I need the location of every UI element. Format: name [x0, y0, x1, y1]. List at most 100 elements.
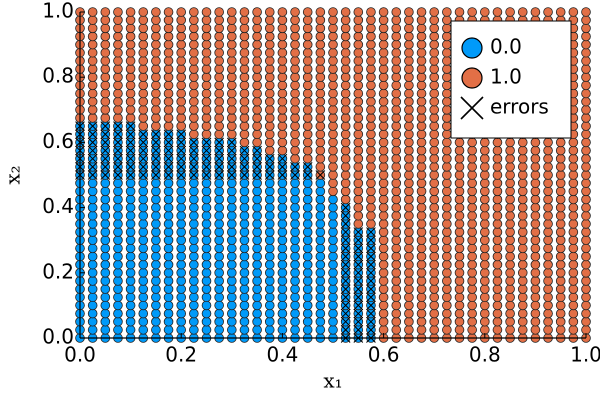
point [391, 259, 402, 270]
point [581, 145, 591, 156]
error-marker [201, 170, 212, 180]
point [404, 23, 414, 34]
point [416, 308, 427, 319]
point [391, 267, 402, 278]
point [416, 39, 427, 50]
point [442, 227, 452, 237]
error-marker [340, 284, 351, 294]
point [581, 129, 591, 140]
error-marker [340, 276, 351, 286]
point [87, 235, 98, 246]
point [201, 15, 212, 25]
point [201, 47, 212, 58]
point [100, 227, 111, 237]
point [138, 276, 149, 286]
point [517, 292, 528, 303]
point [366, 64, 376, 74]
point [125, 72, 136, 82]
point [366, 186, 376, 197]
point [189, 210, 199, 221]
point [505, 170, 515, 180]
point [581, 308, 591, 319]
point [378, 47, 389, 58]
point [429, 243, 440, 254]
point [328, 227, 338, 237]
point [328, 64, 338, 74]
point [189, 276, 199, 286]
point [555, 145, 566, 156]
point [87, 186, 98, 197]
point [492, 227, 503, 237]
point [416, 64, 427, 74]
point [391, 80, 402, 91]
point [391, 113, 402, 123]
point [315, 259, 326, 270]
error-marker [226, 145, 237, 156]
point [151, 300, 161, 311]
point [340, 137, 351, 148]
point [252, 64, 262, 74]
point [315, 80, 326, 91]
point [581, 96, 591, 107]
point [100, 284, 111, 294]
point [151, 251, 161, 262]
point [302, 88, 313, 99]
point [163, 267, 174, 278]
point [176, 15, 187, 25]
point [442, 7, 452, 17]
point [264, 64, 275, 74]
point [429, 129, 440, 140]
point [227, 186, 237, 197]
point [467, 170, 477, 180]
point [163, 235, 174, 246]
point [290, 194, 300, 205]
point [391, 121, 402, 131]
point [264, 292, 275, 303]
point [442, 72, 452, 82]
point [568, 162, 579, 172]
point [113, 80, 123, 91]
error-marker [302, 170, 313, 180]
point [340, 39, 351, 50]
point [176, 308, 187, 319]
error-marker [340, 259, 351, 270]
point [581, 316, 591, 327]
point [277, 284, 288, 294]
point [530, 202, 541, 213]
point [252, 23, 262, 34]
point [113, 96, 123, 107]
point [163, 39, 174, 50]
point [328, 39, 338, 50]
point [391, 308, 402, 319]
error-marker [151, 145, 161, 156]
point [492, 153, 503, 164]
point [315, 137, 326, 148]
error-marker [100, 137, 111, 148]
point [568, 194, 579, 205]
point [227, 121, 237, 131]
point [100, 80, 111, 91]
point [391, 235, 402, 246]
point [189, 47, 199, 58]
point [340, 88, 351, 99]
point [568, 300, 579, 311]
point [227, 113, 237, 123]
point [214, 7, 224, 17]
point [252, 72, 262, 82]
point [581, 292, 591, 303]
error-marker [125, 170, 136, 180]
point [189, 251, 199, 262]
point [328, 259, 338, 270]
point [87, 15, 98, 25]
point [239, 292, 250, 303]
point [492, 251, 503, 262]
error-marker [113, 129, 123, 140]
point [404, 267, 414, 278]
point [290, 300, 300, 311]
error-marker [113, 137, 123, 148]
point [264, 105, 275, 115]
point [315, 162, 326, 172]
point [416, 325, 427, 335]
error-marker [340, 219, 351, 229]
